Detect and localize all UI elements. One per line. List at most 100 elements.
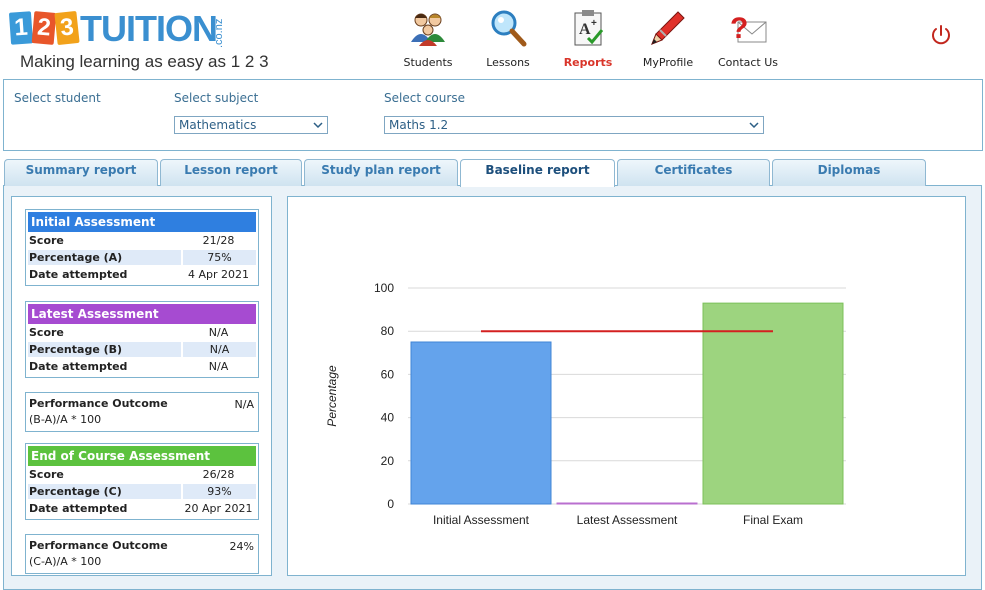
tab-summary-report[interactable]: Summary report	[4, 159, 158, 186]
y-tick-label: 0	[387, 497, 394, 511]
bar	[556, 502, 698, 505]
y-tick-label: 80	[381, 324, 395, 338]
subject-select[interactable]: Mathematics	[174, 116, 328, 134]
baseline-chart-panel: 0 20 40 60 80 100 Percentage Initial Assessment…	[287, 196, 966, 576]
y-tick-label: 40	[381, 411, 395, 425]
tab-diplomas[interactable]: Diplomas	[772, 159, 926, 186]
logo-suffix: .co.nz	[213, 18, 225, 48]
select-subject-label: Select subject	[174, 91, 259, 105]
nav-students[interactable]: Students	[388, 8, 468, 69]
logo-digit-2: 2	[31, 11, 57, 45]
performance-outcome-formula: (C-A)/A * 100	[29, 555, 102, 568]
performance-outcome-card: Performance Outcome N/A (B-A)/A * 100	[25, 392, 259, 432]
date-value: N/A	[208, 360, 229, 373]
svg-text:?: ?	[730, 12, 748, 45]
nav-myprofile[interactable]: MyProfile	[628, 8, 708, 69]
chevron-down-icon	[313, 122, 323, 129]
performance-outcome-title: Performance Outcome	[29, 539, 168, 552]
date-label: Date attempted	[29, 502, 128, 515]
nav-reports[interactable]: A + Reports	[548, 8, 628, 69]
nav-label: Reports	[563, 56, 613, 69]
score-label: Score	[29, 468, 64, 481]
logo-digit-1: 1	[8, 11, 34, 45]
score-label: Score	[29, 326, 64, 339]
tab-lesson-report[interactable]: Lesson report	[160, 159, 302, 186]
date-label: Date attempted	[29, 360, 128, 373]
logo-brand: TUITION	[80, 8, 218, 49]
date-value: 4 Apr 2021	[187, 268, 249, 281]
date-value: 20 Apr 2021	[184, 502, 253, 515]
performance-outcome-value: 24%	[229, 540, 254, 553]
logo-digit-3: 3	[54, 10, 80, 46]
initial-assessment-title: Initial Assessment	[28, 212, 256, 232]
select-course-label: Select course	[384, 91, 465, 105]
y-tick-label: 100	[374, 281, 394, 295]
svg-text:+: +	[591, 18, 597, 29]
logo-tiles: 1 2 3	[8, 10, 80, 46]
performance-outcome-value: N/A	[234, 398, 254, 411]
latest-assessment-card: Latest Assessment Score N/A Percentage (…	[25, 301, 259, 378]
percentage-value: 75%	[183, 250, 256, 265]
tab-certificates[interactable]: Certificates	[617, 159, 770, 186]
x-category-label: Final Exam	[743, 513, 803, 527]
nav-contact[interactable]: ? Contact Us	[708, 8, 788, 69]
date-row: Date attempted 20 Apr 2021	[28, 500, 256, 517]
score-label: Score	[29, 234, 64, 247]
percentage-row: Percentage (B) N/A	[28, 341, 256, 358]
selection-panel: Select student Select subject Select cou…	[3, 79, 983, 151]
subject-select-value: Mathematics	[179, 118, 257, 132]
percentage-value: 93%	[183, 484, 256, 499]
performance-outcome: Performance Outcome 24% (C-A)/A * 100	[28, 537, 256, 571]
power-icon[interactable]	[930, 24, 952, 46]
nav-label: Contact Us	[717, 56, 779, 69]
course-select[interactable]: Maths 1.2	[384, 116, 764, 134]
baseline-bar-chart: 0 20 40 60 80 100 Percentage Initial Assessment…	[325, 281, 846, 527]
end-of-course-assessment-card: End of Course Assessment Score 26/28 Per…	[25, 443, 259, 520]
score-value: 21/28	[202, 234, 235, 247]
help-mail-icon: ?	[730, 12, 767, 45]
percentage-label: Percentage (A)	[28, 250, 181, 265]
header: 1 2 3 TUITION .co.nz Making learning as …	[0, 0, 985, 78]
report-card-icon: A +	[574, 10, 604, 46]
nav-lessons[interactable]: Lessons	[468, 8, 548, 69]
y-tick-label: 20	[381, 454, 395, 468]
select-student-label: Select student	[14, 91, 101, 105]
score-row: Score 21/28	[28, 232, 256, 249]
percentage-row: Percentage (C) 93%	[28, 483, 256, 500]
latest-assessment-title: Latest Assessment	[28, 304, 256, 324]
tagline: Making learning as easy as 1 2 3	[20, 52, 269, 71]
score-value: 26/28	[202, 468, 235, 481]
x-category-label: Latest Assessment	[577, 513, 678, 527]
percentage-label: Percentage (C)	[28, 484, 181, 499]
logo[interactable]: 1 2 3 TUITION .co.nz Making learning as …	[8, 8, 269, 72]
chevron-down-icon	[749, 122, 759, 129]
course-select-value: Maths 1.2	[389, 118, 449, 132]
main-nav: Students Lessons A + Reports	[388, 8, 788, 69]
bar	[410, 341, 552, 505]
initial-assessment-card: Initial Assessment Score 21/28 Percentag…	[25, 209, 259, 286]
score-value: N/A	[208, 326, 229, 339]
students-icon	[411, 13, 445, 46]
percentage-value: N/A	[183, 342, 256, 357]
date-row: Date attempted N/A	[28, 358, 256, 375]
score-row: Score N/A	[28, 324, 256, 341]
assessment-summary-panel: Initial Assessment Score 21/28 Percentag…	[11, 196, 272, 576]
y-tick-label: 60	[381, 367, 395, 381]
svg-text:A: A	[579, 21, 591, 38]
end-of-course-assessment-title: End of Course Assessment	[28, 446, 256, 466]
x-category-label: Initial Assessment	[433, 513, 530, 527]
tab-study-plan-report[interactable]: Study plan report	[304, 159, 458, 186]
tab-baseline-report[interactable]: Baseline report	[460, 159, 615, 187]
date-row: Date attempted 4 Apr 2021	[28, 266, 256, 283]
nav-label: Students	[403, 56, 453, 69]
pen-icon	[651, 11, 685, 45]
nav-label: MyProfile	[642, 56, 694, 69]
magnifier-icon	[491, 10, 527, 47]
percentage-row: Percentage (A) 75%	[28, 249, 256, 266]
performance-outcome: Performance Outcome N/A (B-A)/A * 100	[28, 395, 256, 429]
bar	[702, 302, 844, 505]
percentage-label: Percentage (B)	[28, 342, 181, 357]
date-label: Date attempted	[29, 268, 128, 281]
nav-label: Lessons	[486, 56, 530, 69]
performance-outcome-formula: (B-A)/A * 100	[29, 413, 102, 426]
